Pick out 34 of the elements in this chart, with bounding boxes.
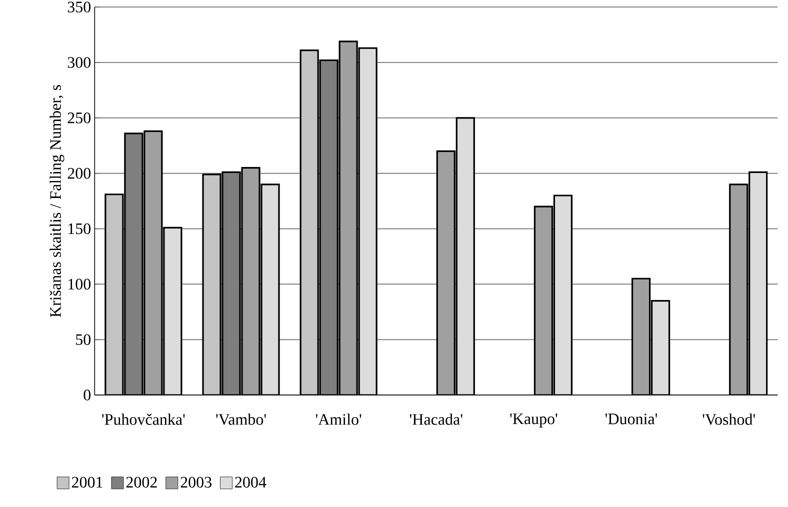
x-tick-label: 'Duonia' [606, 414, 658, 424]
y-tick-label: 50 [76, 334, 90, 346]
y-tick-label: 150 [68, 223, 90, 234]
x-tick-label: 'Voshod' [702, 414, 755, 425]
x-tick-label: 'Amilo' [316, 414, 362, 425]
bar [553, 194, 573, 396]
bar [144, 130, 163, 396]
legend-label: 2003 [180, 476, 212, 488]
bar [300, 49, 319, 396]
bar [650, 300, 670, 396]
y-axis-title: Krišanas skaitlis / Falling Number, s [50, 85, 64, 318]
bar [456, 117, 475, 396]
x-tick-label: 'Vambo' [216, 414, 266, 425]
y-tick-label: 350 [68, 2, 90, 12]
y-tick-label: 200 [68, 168, 90, 179]
bar [358, 47, 378, 396]
bar [338, 40, 358, 396]
bar [748, 171, 768, 396]
legend-label: 2001 [72, 476, 102, 488]
y-tick-label: 0 [84, 390, 90, 400]
x-tick-label: 'Hacada' [410, 414, 462, 425]
x-tick-label: 'Kaupo' [510, 414, 558, 428]
legend-label: 2002 [126, 476, 157, 488]
bar [104, 194, 124, 396]
x-tick-label: 'Puhovčanka' [102, 414, 185, 425]
y-tick-label: 100 [68, 278, 90, 290]
bar [729, 184, 748, 396]
legend-label: 2004 [235, 476, 266, 488]
bar [163, 226, 182, 396]
bar [436, 150, 456, 396]
y-tick-label: 250 [68, 112, 90, 124]
bar [534, 206, 554, 396]
bar [631, 278, 651, 396]
y-tick-label: 300 [68, 57, 90, 68]
